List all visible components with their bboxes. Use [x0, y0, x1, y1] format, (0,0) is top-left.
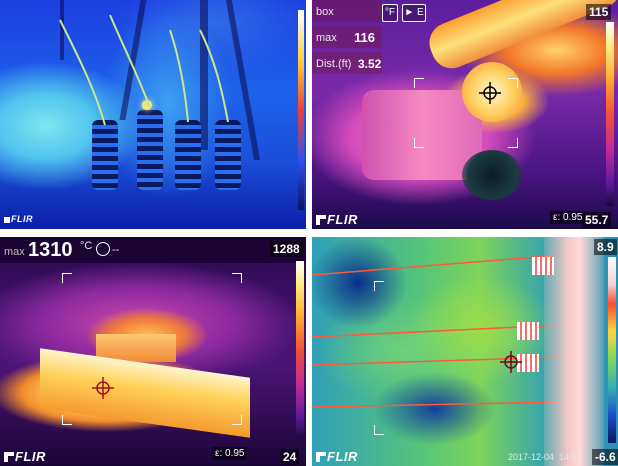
play-icon: ►: [404, 7, 415, 18]
insulator: [532, 257, 554, 275]
scale-max: 8.9: [594, 239, 617, 255]
box-corner: [62, 273, 72, 283]
box-corner: [232, 415, 242, 425]
temperature-scale-bar: [296, 261, 304, 439]
insulator: [92, 120, 118, 190]
box-corner: [508, 138, 518, 148]
e-button[interactable]: ► E: [402, 4, 426, 22]
steel-beam: [200, 0, 208, 150]
motor-body: [362, 90, 482, 180]
scale-min: -6.6: [592, 449, 618, 465]
max-value: 116: [354, 30, 375, 45]
scale-min: 55.7: [582, 212, 612, 228]
thermal-image-furnace: max 1310 °C -- 1288 24 ε: 0.95 FLIR: [0, 237, 306, 466]
box-corner: [374, 281, 384, 291]
flir-logo: FLIR: [4, 449, 46, 464]
box-corner: [508, 78, 518, 88]
insulator: [215, 120, 241, 190]
thermal-image-substation: FLIR: [0, 0, 306, 229]
crosshair-icon: [92, 377, 114, 399]
mode-bar: [312, 0, 382, 22]
flir-logo: FLIR: [4, 214, 33, 224]
dash-label: --: [112, 244, 120, 256]
box-corner: [232, 273, 242, 283]
insulator: [175, 120, 201, 190]
target-icon[interactable]: [96, 242, 110, 256]
unit-label: °C: [80, 240, 93, 252]
motor-coupling: [462, 62, 522, 122]
hotspot: [142, 100, 152, 110]
box-corner: [62, 415, 72, 425]
timestamp: 2017-12-04 14:56: [508, 452, 582, 462]
scale-max: 1288: [270, 241, 303, 257]
box-corner: [414, 138, 424, 148]
scale-min: 24: [280, 449, 300, 465]
box-corner: [414, 78, 424, 88]
dist-value: 3.52: [358, 57, 382, 71]
scale-max: 115: [586, 4, 612, 20]
dist-label: Dist.(ft): [316, 58, 352, 70]
steel-beam: [60, 0, 64, 60]
insulator: [517, 322, 539, 340]
max-box: [312, 26, 382, 48]
crosshair-icon: [479, 82, 501, 104]
cables: [59, 14, 229, 126]
flir-logo: FLIR: [316, 212, 358, 227]
flir-logo: FLIR: [316, 449, 358, 464]
temperature-scale-bar: [608, 257, 616, 443]
emissivity: ε: 0.95: [550, 211, 586, 224]
box-corner: [374, 425, 384, 435]
insulator: [137, 110, 163, 190]
header-bar: [0, 237, 306, 263]
transmission-tower: [544, 237, 604, 466]
temperature-scale-bar: [298, 10, 304, 210]
max-label: max: [4, 246, 25, 258]
mode-label: box: [316, 6, 334, 18]
max-label: max: [316, 32, 337, 44]
crosshair-icon: [500, 351, 522, 373]
dist-box: [312, 52, 382, 74]
emissivity: ε: 0.95: [212, 447, 248, 460]
thermal-image-motor: box °F ► E max 116 Dist.(ft) 3.52 115 55…: [312, 0, 618, 229]
unit-button[interactable]: °F: [382, 4, 398, 22]
temperature-scale-bar: [606, 22, 614, 206]
thermal-image-power-lines: 8.9 -6.6 2017-12-04 14:56 FLIR: [312, 237, 618, 466]
max-value: 1310: [28, 239, 73, 261]
shadow: [462, 150, 522, 200]
insulator: [517, 354, 539, 372]
